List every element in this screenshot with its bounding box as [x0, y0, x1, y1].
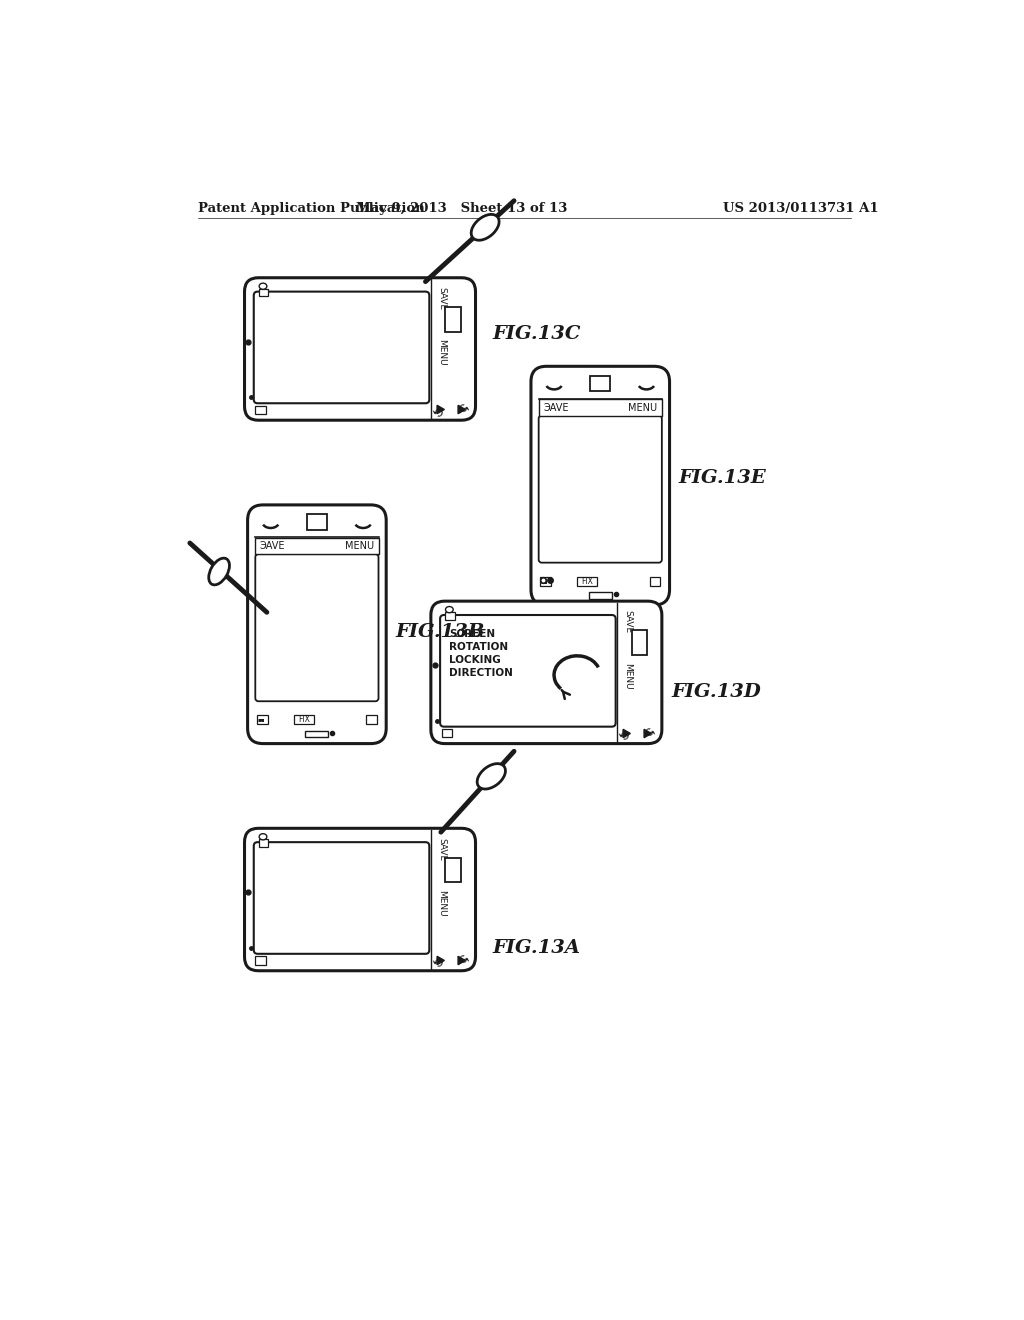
Text: SAVE: SAVE	[437, 838, 446, 861]
Text: ▪▪: ▪▪	[541, 578, 549, 583]
Bar	[445, 308, 461, 331]
Bar	[445, 612, 455, 619]
Text: ↺: ↺	[452, 952, 468, 968]
Text: DIRECTION: DIRECTION	[450, 668, 513, 678]
Bar	[445, 858, 461, 882]
Text: May 9, 2013   Sheet 13 of 13: May 9, 2013 Sheet 13 of 13	[356, 202, 567, 215]
FancyBboxPatch shape	[245, 277, 475, 420]
Text: FIX: FIX	[298, 715, 309, 725]
Bar	[578, 577, 597, 586]
Bar	[257, 715, 267, 725]
Bar	[305, 730, 329, 738]
Ellipse shape	[259, 284, 267, 289]
Bar	[541, 577, 551, 586]
Text: ↺: ↺	[430, 401, 446, 417]
Text: MENU: MENU	[628, 403, 657, 413]
FancyBboxPatch shape	[539, 416, 662, 562]
Text: ЭAVE: ЭAVE	[544, 403, 568, 413]
FancyBboxPatch shape	[431, 601, 662, 743]
Text: ↺: ↺	[430, 952, 446, 968]
FancyBboxPatch shape	[254, 842, 429, 954]
Text: ROTATION: ROTATION	[450, 642, 509, 652]
Text: FIG.13E: FIG.13E	[679, 469, 767, 487]
Text: Patent Application Publication: Patent Application Publication	[199, 202, 425, 215]
Ellipse shape	[445, 607, 454, 612]
Ellipse shape	[209, 558, 229, 585]
Ellipse shape	[471, 214, 499, 240]
Text: LOCKING: LOCKING	[450, 655, 501, 665]
Text: US 2013/0113731 A1: US 2013/0113731 A1	[723, 202, 879, 215]
FancyBboxPatch shape	[255, 554, 379, 701]
FancyBboxPatch shape	[254, 292, 429, 404]
Bar	[539, 400, 662, 416]
Text: MENU: MENU	[624, 663, 633, 689]
Bar	[255, 539, 379, 554]
Text: MENU: MENU	[437, 339, 446, 366]
Text: MENU: MENU	[345, 541, 374, 552]
Text: FIG.13C: FIG.13C	[493, 325, 581, 343]
Bar	[649, 577, 660, 586]
Bar	[589, 591, 611, 599]
Bar	[255, 405, 266, 414]
Ellipse shape	[477, 764, 506, 789]
Ellipse shape	[259, 834, 267, 840]
Bar	[590, 376, 610, 391]
Text: SAVE: SAVE	[437, 286, 446, 310]
Bar	[632, 631, 647, 655]
Bar	[307, 515, 327, 529]
Bar	[367, 715, 377, 725]
Bar	[255, 956, 266, 965]
Text: SCREEN: SCREEN	[450, 628, 496, 639]
Text: FIG.13A: FIG.13A	[493, 939, 581, 957]
FancyBboxPatch shape	[440, 615, 615, 726]
Bar	[259, 289, 268, 296]
Text: ↺: ↺	[638, 725, 654, 741]
FancyBboxPatch shape	[531, 367, 670, 605]
Text: ЭAVE: ЭAVE	[260, 541, 286, 552]
Text: ▪▪: ▪▪	[258, 717, 265, 722]
Bar	[441, 729, 453, 738]
Text: FIG.13D: FIG.13D	[671, 682, 761, 701]
Text: SAVE: SAVE	[624, 610, 633, 634]
FancyBboxPatch shape	[245, 829, 475, 970]
Text: FIG.13B: FIG.13B	[395, 623, 484, 642]
Text: MENU: MENU	[437, 890, 446, 916]
Text: ↺: ↺	[452, 401, 468, 417]
Bar	[259, 840, 268, 847]
FancyBboxPatch shape	[248, 506, 386, 743]
Bar	[294, 715, 313, 725]
Text: FIX: FIX	[582, 577, 593, 586]
Text: ↺: ↺	[616, 725, 633, 741]
